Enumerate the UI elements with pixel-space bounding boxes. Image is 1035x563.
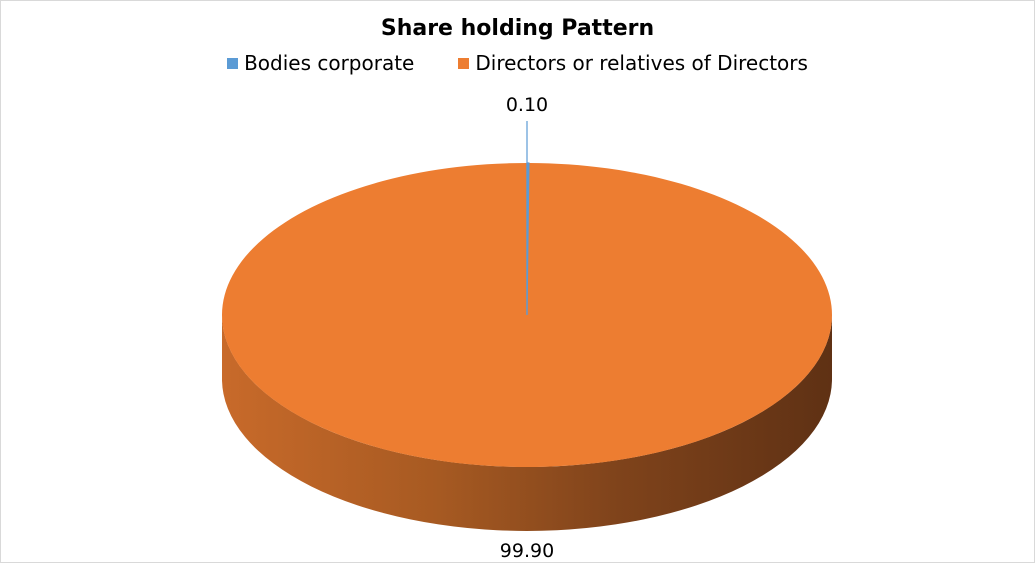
data-label-bodies-corporate: 0.10	[506, 94, 548, 116]
legend-item-directors: Directors or relatives of Directors	[458, 51, 808, 75]
data-label-directors: 99.90	[500, 540, 554, 562]
pie-side-directors	[222, 315, 832, 531]
legend-label-bodies-corporate: Bodies corporate	[244, 51, 415, 75]
chart-title: Share holding Pattern	[380, 16, 655, 41]
legend: Bodies corporate Directors or relatives …	[1, 51, 1034, 75]
legend-swatch-bodies-corporate	[227, 57, 239, 69]
legend-item-bodies-corporate: Bodies corporate	[227, 51, 414, 75]
legend-swatch-directors	[458, 57, 470, 69]
legend-label-directors: Directors or relatives of Directors	[475, 51, 808, 75]
